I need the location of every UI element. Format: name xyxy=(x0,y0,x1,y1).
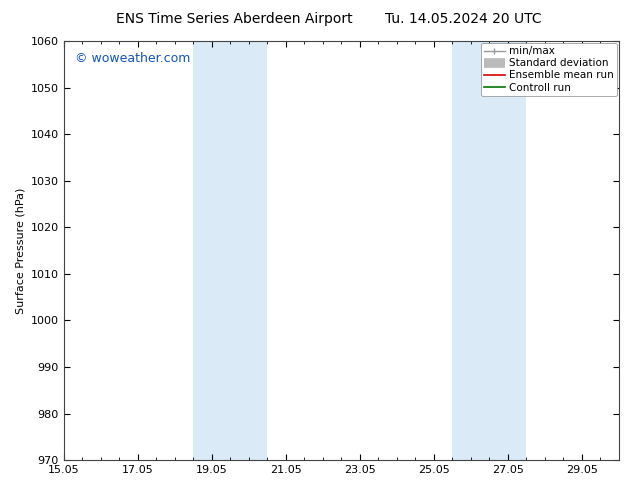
Y-axis label: Surface Pressure (hPa): Surface Pressure (hPa) xyxy=(15,187,25,314)
Text: Tu. 14.05.2024 20 UTC: Tu. 14.05.2024 20 UTC xyxy=(384,12,541,26)
Text: © woweather.com: © woweather.com xyxy=(75,51,190,65)
Bar xyxy=(193,41,267,460)
Legend: min/max, Standard deviation, Ensemble mean run, Controll run: min/max, Standard deviation, Ensemble me… xyxy=(481,43,617,96)
Bar xyxy=(453,41,526,460)
Text: ENS Time Series Aberdeen Airport: ENS Time Series Aberdeen Airport xyxy=(116,12,353,26)
